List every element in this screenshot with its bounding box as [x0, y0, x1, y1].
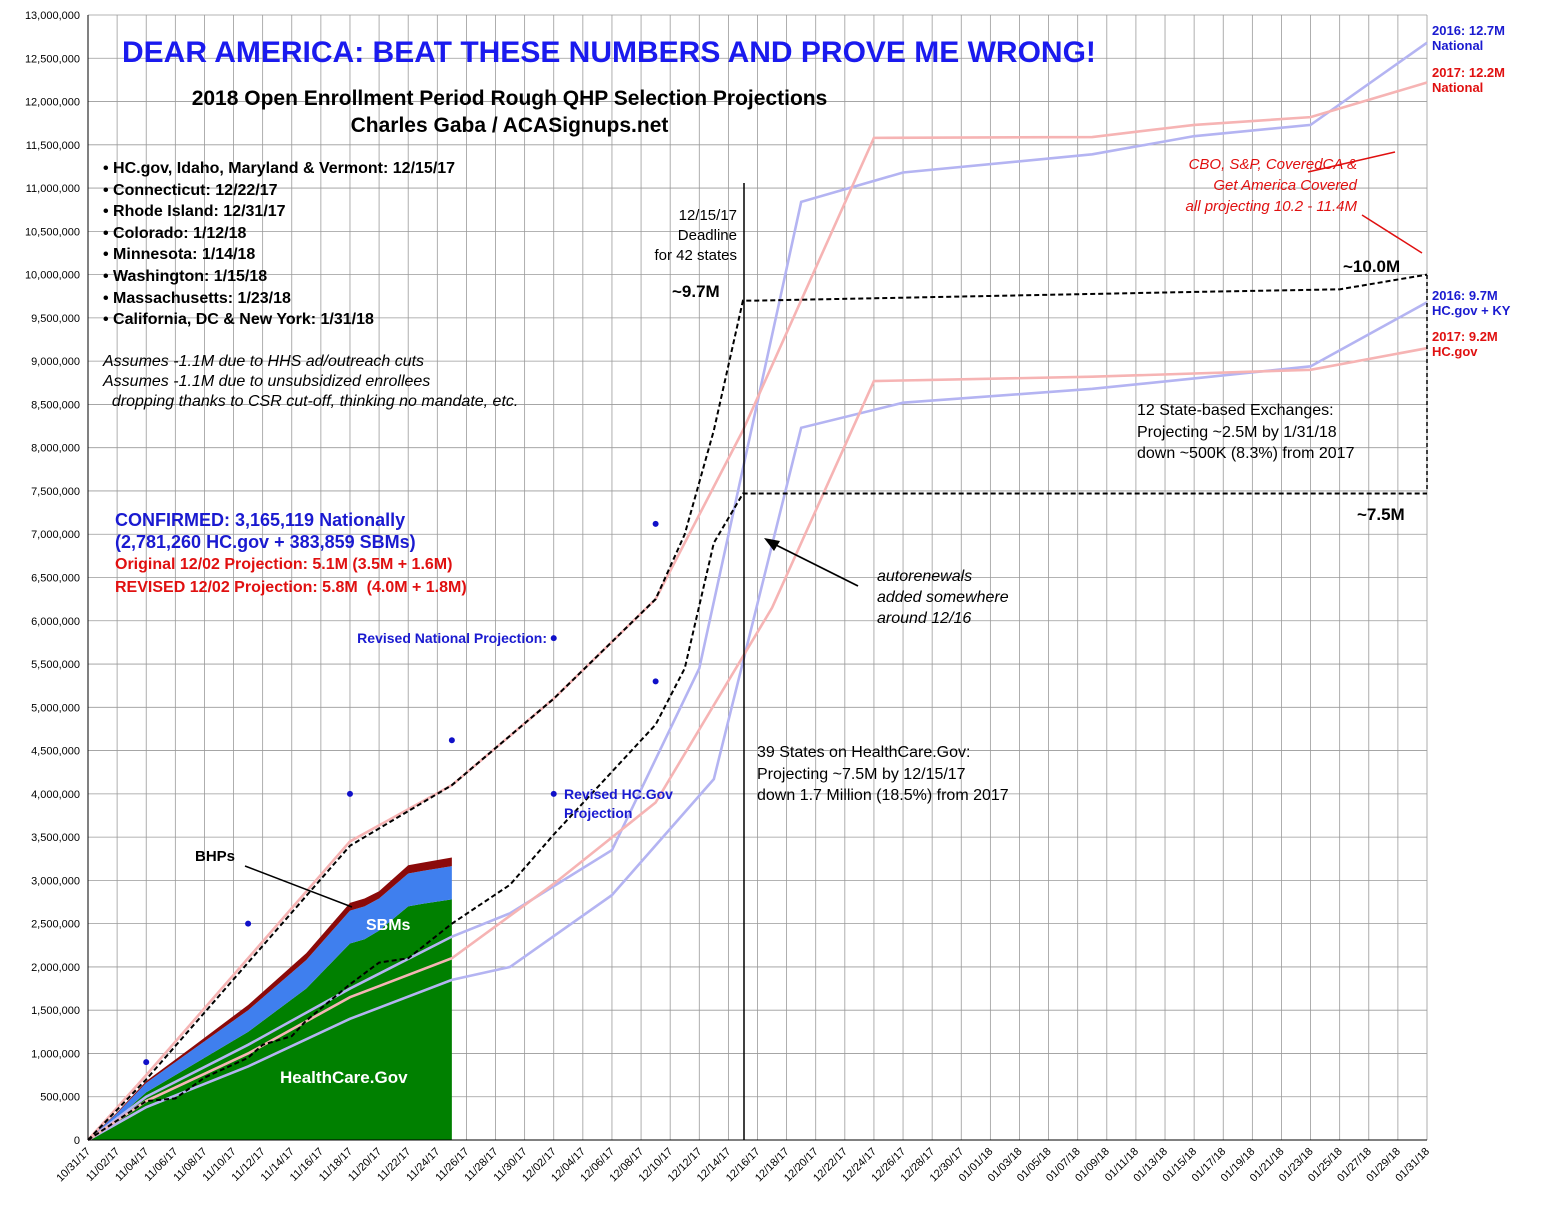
deadline-note: 12/15/17 Deadline for 42 states [654, 207, 737, 264]
chart-title: 2018 Open Enrollment Period Rough QHP Se… [191, 87, 828, 110]
series-label: 2016: 9.7M HC.gov + KY [1432, 288, 1511, 318]
hcgov-note: 39 States on HealthCare.Gov: Projecting … [757, 744, 1009, 804]
y-tick-label: 10,000,000 [25, 270, 80, 282]
y-tick-label: 10,500,000 [25, 226, 80, 238]
point [550, 635, 557, 642]
series-label: HealthCare.Gov [280, 1068, 408, 1087]
deadline-item: Connecticut: 12/22/17 [103, 180, 455, 202]
others-pointer [1307, 151, 1396, 173]
point [346, 790, 353, 797]
revised-projection: REVISED 12/02 Projection: 5.8M (4.0M + 1… [115, 579, 467, 596]
series-label: 2017: 12.2M National [1432, 65, 1505, 95]
arrow-head [764, 538, 780, 551]
y-tick-label: 4,500,000 [31, 746, 80, 758]
area [88, 866, 452, 1140]
assumptions: Assumes -1.1M due to HHS ad/outreach cut… [103, 353, 519, 410]
deadline-item: HC.gov, Idaho, Maryland & Vermont: 12/15… [103, 158, 455, 180]
deadline-item: California, DC & New York: 1/31/18 [103, 309, 455, 331]
hcgov-end: ~7.5M [1357, 505, 1405, 524]
projection-line [87, 273, 1428, 1141]
deadline-list: HC.gov, Idaho, Maryland & Vermont: 12/15… [103, 158, 455, 331]
national-peak: ~9.7M [672, 282, 720, 301]
deadline-item: Washington: 1/15/18 [103, 266, 455, 288]
y-tick-label: 3,500,000 [31, 832, 80, 844]
confirmed: CONFIRMED: 3,165,119 Nationally (2,781,2… [115, 510, 416, 552]
deadline-item: Minnesota: 1/14/18 [103, 244, 455, 266]
original-projection: Original 12/02 Projection: 5.1M (3.5M + … [115, 556, 453, 573]
y-tick-label: 12,500,000 [25, 53, 80, 65]
y-tick-label: 12,000,000 [25, 97, 80, 109]
y-tick-label: 1,000,000 [31, 1048, 80, 1060]
y-tick-label: 9,000,000 [31, 356, 80, 368]
grid: 0 500,000 1,000,000 1,500,000 2,000,000 2,500… [25, 10, 1432, 1184]
point [143, 1059, 150, 1066]
y-tick-label: 11,500,000 [26, 140, 80, 152]
bhp-pointer [244, 865, 353, 908]
y-tick-label: 500,000 [40, 1092, 80, 1104]
others-note: CBO, S&P, CoveredCA & Get America Covere… [1185, 156, 1357, 215]
y-tick-label: 13,000,000 [25, 10, 80, 22]
y-tick-label: 5,500,000 [31, 659, 80, 671]
series-label: Revised National Projection: [357, 630, 547, 646]
y-tick-label: 6,500,000 [31, 573, 80, 585]
y-tick-label: 8,000,000 [31, 443, 80, 455]
national-end: ~10.0M [1343, 257, 1401, 276]
y-tick-label: 4,000,000 [31, 789, 80, 801]
deadline-item: Colorado: 1/12/18 [103, 223, 455, 245]
y-tick-label: 6,000,000 [31, 616, 80, 628]
sbe-note: 12 State-based Exchanges: Projecting ~2.… [1137, 402, 1355, 462]
line [87, 301, 1428, 1142]
y-tick-label: 0 [74, 1135, 80, 1147]
y-tick-label: 9,500,000 [31, 313, 80, 325]
y-tick-label: 7,000,000 [31, 529, 80, 541]
line [87, 346, 1428, 1142]
point [652, 678, 659, 685]
others-pointer [1361, 214, 1423, 254]
point [245, 920, 252, 927]
y-tick-label: 7,500,000 [31, 486, 80, 498]
projection-line [87, 492, 1427, 1141]
deadline-item: Rhode Island: 12/31/17 [103, 201, 455, 223]
y-tick-label: 2,500,000 [31, 919, 80, 931]
point [550, 790, 557, 797]
y-tick-label: 11,000,000 [26, 183, 80, 195]
point [652, 520, 659, 527]
series-label: BHPs [195, 848, 236, 865]
line [87, 41, 1428, 1142]
series-label: Revised HC.Gov Projection [564, 786, 673, 821]
autorenewal-arrow [771, 542, 859, 587]
headline: DEAR AMERICA: BEAT THESE NUMBERS AND PRO… [122, 36, 1096, 69]
series-label: 2017: 9.2M HC.gov [1432, 329, 1498, 359]
deadline-item: Massachusetts: 1/23/18 [103, 288, 455, 310]
series-label: 2016: 12.7M National [1432, 23, 1505, 53]
y-tick-label: 8,500,000 [31, 399, 80, 411]
point [448, 737, 455, 744]
marks [87, 41, 1428, 1142]
autorenewal-note: autorenewals added somewhere around 12/1… [877, 568, 1009, 627]
y-tick-label: 3,000,000 [31, 875, 80, 887]
chart-subtitle: Charles Gaba / ACASignups.net [350, 114, 669, 137]
y-tick-label: 5,000,000 [31, 702, 80, 714]
series-label: SBMs [366, 917, 411, 934]
y-tick-label: 2,000,000 [31, 962, 80, 974]
y-tick-label: 1,500,000 [31, 1005, 80, 1017]
